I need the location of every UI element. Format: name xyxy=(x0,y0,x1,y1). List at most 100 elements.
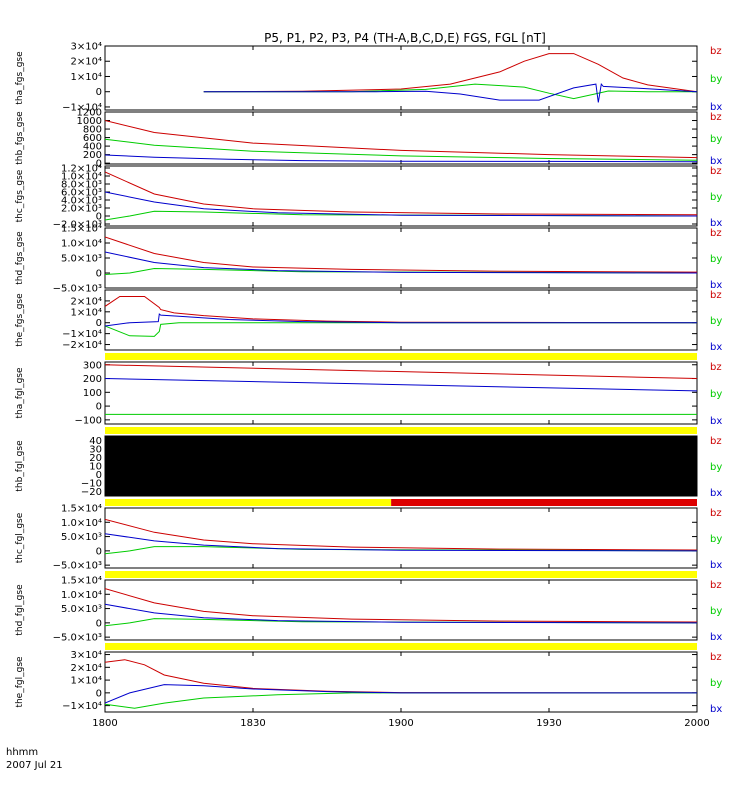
legend-bz: bz xyxy=(710,652,722,663)
legend-bx: bx xyxy=(710,416,722,427)
series-line-bz xyxy=(105,588,697,623)
y-tick-label: 2.0×10³ xyxy=(61,204,102,215)
series-line-by xyxy=(203,83,697,100)
y-tick-label: 2×10⁴ xyxy=(71,57,102,68)
y-tick-label: −5.0×10³ xyxy=(53,561,102,572)
y-tick-label: 3×10⁴ xyxy=(71,42,102,53)
panel-frame xyxy=(104,289,698,351)
data-availability-bar-valid xyxy=(105,353,697,360)
series-line-bz xyxy=(105,296,697,324)
y-tick-label: 1.5×10⁴ xyxy=(61,224,102,235)
y-axis-label: tha_fgl_gse xyxy=(15,367,25,419)
y-tick-label: −10 xyxy=(81,479,102,490)
y-axis-label: the_fgl_gse xyxy=(15,656,25,708)
legend-by: by xyxy=(710,389,722,400)
y-tick-label: 0 xyxy=(96,159,102,170)
x-axis-units: hhmm xyxy=(6,747,38,758)
y-tick-label: −2×10⁴ xyxy=(62,340,102,351)
series-line-bx xyxy=(105,603,697,624)
series-line-bz xyxy=(105,236,697,273)
legend-bz: bz xyxy=(710,362,722,373)
y-tick-label: 0 xyxy=(96,688,102,699)
y-tick-label: 1.0×10⁴ xyxy=(61,590,102,601)
legend-bz: bz xyxy=(710,290,722,301)
legend-by: by xyxy=(710,254,722,265)
y-tick-label: 600 xyxy=(83,133,102,144)
series-line-bx xyxy=(105,533,697,552)
y-tick-label: 0 xyxy=(96,87,102,98)
legend-bz: bz xyxy=(710,228,722,239)
data-availability-bar-valid xyxy=(105,427,697,434)
y-tick-label: 1.0×10⁴ xyxy=(61,172,102,183)
data-availability-bar-valid xyxy=(105,571,697,578)
y-tick-label: 5.0×10³ xyxy=(61,532,102,543)
series-line-bx xyxy=(105,378,697,392)
x-tick-label: 2000 xyxy=(684,718,709,729)
legend-bx: bx xyxy=(710,560,722,571)
y-tick-label: −100 xyxy=(75,415,102,426)
y-tick-label: 20 xyxy=(89,453,102,464)
y-tick-label: 1×10⁴ xyxy=(71,676,102,687)
legend-bx: bx xyxy=(710,488,722,499)
y-tick-label: −1×10⁴ xyxy=(62,102,102,113)
data-availability-bar-valid xyxy=(105,643,697,650)
series-line-bx xyxy=(203,82,697,103)
y-tick-label: 400 xyxy=(83,142,102,153)
series-line-bx xyxy=(105,684,697,704)
y-tick-label: 0 xyxy=(96,212,102,223)
legend-bx: bx xyxy=(710,632,722,643)
y-tick-label: −2.0×10³ xyxy=(53,220,102,231)
legend-by: by xyxy=(710,74,722,85)
panel-thd_fgl_gse: 1.5×10⁴ 1.0×10⁴ 5.0×10³ 0 −5.0×10³ thd_fgl_gs… xyxy=(15,576,722,650)
y-tick-label: 1.0×10⁴ xyxy=(61,518,102,529)
y-tick-label: 100 xyxy=(83,388,102,399)
legend-bz: bz xyxy=(710,436,722,447)
y-tick-label: 200 xyxy=(83,150,102,161)
series-line-bx xyxy=(105,251,697,274)
legend-bx: bx xyxy=(710,218,722,229)
y-axis-label: thd_fgs_gse xyxy=(15,231,25,285)
y-tick-label: 300 xyxy=(83,360,102,371)
y-tick-label: 0 xyxy=(96,618,102,629)
panel-frame xyxy=(104,165,698,227)
y-tick-label: 3×10⁴ xyxy=(71,650,102,661)
y-axis-label: tha_fgs_gse xyxy=(15,51,25,105)
y-axis-label: thd_fgl_gse xyxy=(15,584,25,636)
y-tick-label: 1.5×10⁴ xyxy=(61,504,102,515)
y-tick-label: 1×10⁴ xyxy=(71,307,102,318)
legend-by: by xyxy=(710,534,722,545)
y-tick-label: 1.2×10⁴ xyxy=(61,164,102,175)
y-tick-label: 40 xyxy=(89,436,102,447)
legend-bz: bz xyxy=(710,508,722,519)
panel-frame xyxy=(104,227,698,289)
data-availability-bar-invalid xyxy=(391,499,697,506)
y-tick-label: −20 xyxy=(81,487,102,498)
legend-bz: bz xyxy=(710,46,722,57)
legend-bx: bx xyxy=(710,156,722,167)
series-line-bz xyxy=(105,518,697,551)
legend-bz: bz xyxy=(710,166,722,177)
series-line-bz xyxy=(203,53,697,93)
x-tick-label: 1900 xyxy=(388,718,413,729)
y-axis-label: thb_fgs_gse xyxy=(15,111,25,165)
panel-frame xyxy=(104,435,698,497)
y-tick-label: 800 xyxy=(83,125,102,136)
y-tick-label: 6.0×10³ xyxy=(61,188,102,199)
y-tick-label: 10 xyxy=(89,462,102,473)
series-line-by xyxy=(105,138,697,161)
y-tick-label: −1×10⁴ xyxy=(62,701,102,712)
series-line-bx xyxy=(105,191,697,217)
panel-frame xyxy=(104,651,698,713)
y-axis-label: thb_fgl_gse xyxy=(15,440,25,492)
y-tick-label: 1.5×10⁴ xyxy=(61,576,102,587)
series-line-by xyxy=(105,692,697,709)
legend-by: by xyxy=(710,678,722,689)
legend-by: by xyxy=(710,192,722,203)
x-tick-label: 1930 xyxy=(536,718,561,729)
series-line-bx xyxy=(105,154,697,163)
y-tick-label: 0 xyxy=(96,269,102,280)
